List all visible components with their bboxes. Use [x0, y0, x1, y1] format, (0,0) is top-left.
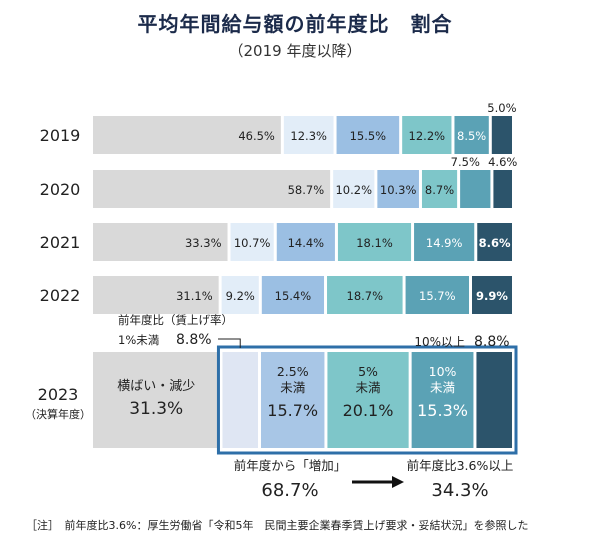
under1-label-b: 1%未満	[118, 333, 159, 347]
data-label-2020-3: 8.7%	[425, 183, 454, 197]
data-label-2020-4: 7.5%	[451, 155, 480, 169]
over36-label: 前年度比3.6%以上	[407, 458, 514, 473]
increase-highlight-box	[216, 345, 518, 455]
seg_2_5-label-b: 未満	[280, 380, 305, 395]
seg_2_5-value: 15.7%	[267, 401, 318, 420]
year-note-2023: （決算年度）	[25, 407, 91, 421]
bar-segment-2022-5	[472, 276, 512, 314]
bar-segment-2021-2	[276, 223, 335, 261]
year-label-2022: 2022	[40, 286, 81, 305]
footnote: ［注］ 前年度比3.6%：厚生労働省「令和5年 民間主要企業春季賃上げ要求・妥結…	[26, 519, 529, 532]
data-label-2022-4: 15.7%	[419, 289, 456, 303]
data-label-2021-1: 10.7%	[234, 236, 271, 250]
bar-segment-2019-4	[454, 116, 489, 154]
data-label-2019-3: 12.2%	[409, 129, 446, 143]
bar-segment-2022-3	[327, 276, 403, 314]
data-label-2022-5: 9.9%	[476, 289, 508, 303]
data-label-2021-5: 8.6%	[479, 236, 511, 250]
data-label-2022-2: 15.4%	[275, 289, 312, 303]
bar-segment-2019-1	[283, 116, 334, 154]
increase-label: 前年度から「増加」	[234, 458, 347, 473]
seg_5-label-b: 未満	[356, 380, 381, 395]
data-label-2019-1: 12.3%	[290, 129, 327, 143]
data-label-2019-0: 46.5%	[238, 129, 275, 143]
flat-value: 31.3%	[129, 399, 183, 419]
bar-segment-2023-under1	[222, 352, 259, 448]
seg_10-label-b: 未満	[430, 380, 455, 395]
bar-segment-2023-seg-5	[327, 352, 409, 448]
flat-label: 横ばい・減少	[117, 378, 195, 394]
arrow-head	[392, 476, 404, 488]
data-label-2019-5: 5.0%	[487, 101, 516, 115]
bar-segment-2021-5	[477, 223, 512, 261]
chart-title: 平均年間給与額の前年度比 割合	[137, 12, 453, 36]
bar-segment-2021-3	[337, 223, 412, 261]
year-label-2019: 2019	[40, 126, 81, 145]
chart-subtitle: （2019 年度以降）	[228, 42, 362, 60]
bar-segment-2019-0	[93, 116, 281, 154]
data-label-2020-0: 58.7%	[288, 183, 325, 197]
bar-segment-2023-seg-2-5	[261, 352, 325, 448]
bar-segment-2020-2	[377, 170, 419, 208]
data-label-2022-1: 9.2%	[226, 289, 255, 303]
data-label-2020-2: 10.3%	[380, 183, 417, 197]
bar-segment-2021-1	[230, 223, 274, 261]
year-label-2023: 2023	[38, 385, 79, 404]
seg_5-label-a: 5%	[358, 364, 378, 379]
data-label-2021-0: 33.3%	[185, 236, 222, 250]
under1-label-a: 前年度比（賃上げ率）	[118, 313, 233, 327]
seg_2_5-label-a: 2.5%	[277, 364, 309, 379]
data-label-2021-2: 14.4%	[288, 236, 325, 250]
bar-segment-2023-over10	[476, 352, 512, 448]
bar-segment-2020-4	[460, 170, 491, 208]
bar-segment-2020-1	[333, 170, 375, 208]
data-label-2021-3: 18.1%	[356, 236, 393, 250]
over10-label: 10%以上	[414, 335, 465, 349]
bar-segment-2023-seg-10	[411, 352, 474, 448]
data-label-2020-5: 4.6%	[488, 155, 517, 169]
seg_5-value: 20.1%	[343, 401, 394, 420]
bar-segment-2020-0	[93, 170, 331, 208]
bar-segment-2021-0	[93, 223, 228, 261]
data-label-2022-3: 18.7%	[347, 289, 384, 303]
increase-value: 68.7%	[261, 480, 318, 501]
data-label-2021-4: 14.9%	[426, 236, 463, 250]
seg_10-label-a: 10%	[429, 364, 457, 379]
bar-segment-2023-flat	[93, 352, 220, 448]
bar-segment-2019-3	[402, 116, 452, 154]
bar-segment-2022-4	[405, 276, 470, 314]
over36-value: 34.3%	[431, 480, 488, 501]
seg_10-value: 15.3%	[417, 401, 468, 420]
data-label-2019-2: 15.5%	[350, 129, 387, 143]
data-label-2022-0: 31.1%	[176, 289, 213, 303]
bar-segment-2021-4	[414, 223, 475, 261]
bar-segment-2022-1	[221, 276, 259, 314]
bar-segment-2022-2	[261, 276, 325, 314]
data-label-2019-4: 8.5%	[457, 129, 486, 143]
year-label-2021: 2021	[40, 233, 81, 252]
under1-leader-line	[218, 338, 241, 348]
data-label-2020-1: 10.2%	[335, 183, 372, 197]
over10-value: 8.8%	[474, 334, 510, 350]
bar-segment-2020-3	[421, 170, 458, 208]
bar-segment-2019-5	[491, 116, 512, 154]
bar-segment-2019-2	[336, 116, 400, 154]
year-label-2020: 2020	[40, 180, 81, 199]
bar-segment-2022-0	[93, 276, 219, 314]
under1-value: 8.8%	[176, 332, 212, 348]
bar-segment-2020-5	[493, 170, 512, 208]
